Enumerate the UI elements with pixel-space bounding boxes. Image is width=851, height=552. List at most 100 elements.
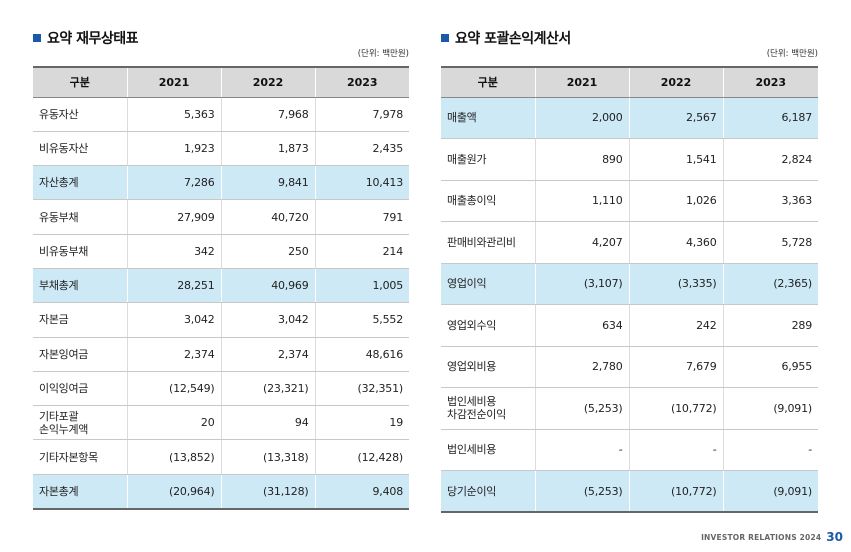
value-cell: (5,253)	[534, 387, 629, 430]
value-cell: 250	[220, 234, 315, 269]
table-header-row: 구분 2021 2022 2023	[33, 66, 409, 98]
value-cell: 40,969	[220, 268, 315, 304]
value-cell: 289	[722, 304, 818, 347]
value-cell: 20	[126, 405, 221, 441]
value-cell: 6,955	[722, 346, 818, 388]
value-cell: 10,413	[314, 165, 409, 201]
square-bullet-icon	[33, 34, 41, 42]
value-cell: 242	[628, 304, 723, 347]
row-label: 유동자산	[33, 97, 127, 132]
table-row: 영업이익 (3,107) (3,335) (2,365)	[441, 263, 818, 305]
value-cell: (5,253)	[534, 470, 629, 513]
row-label: 비유동자산	[33, 131, 127, 167]
value-cell: 7,679	[628, 346, 723, 388]
value-cell: 2,780	[534, 346, 629, 388]
square-bullet-icon	[441, 34, 449, 42]
value-cell: 342	[126, 234, 221, 269]
table-row: 기타자본항목 (13,852) (13,318) (12,428)	[33, 439, 409, 475]
table-row: 이익잉여금 (12,549) (23,321) (32,351)	[33, 371, 409, 407]
column-header: 2021	[534, 66, 629, 98]
value-cell: 1,923	[126, 131, 221, 167]
value-cell: 7,978	[314, 97, 409, 132]
value-cell: 5,728	[722, 221, 818, 264]
balance-sheet-title-row: 요약 재무상태표	[33, 28, 139, 48]
value-cell: 890	[534, 138, 629, 181]
value-cell: 214	[314, 234, 409, 269]
income-statement-table: 구분 2021 2022 2023 매출액 2,000 2,567 6,187 매출원가…	[441, 66, 818, 513]
table-row: 유동자산 5,363 7,968 7,978	[33, 97, 409, 132]
value-cell: 40,720	[220, 199, 315, 235]
row-label: 이익잉여금	[33, 371, 127, 407]
value-cell: 7,286	[126, 165, 221, 201]
value-cell: 1,026	[628, 180, 723, 222]
value-cell: 791	[314, 199, 409, 235]
income-statement-unit: (단위: 백만원)	[766, 49, 818, 59]
value-cell: 1,110	[534, 180, 629, 222]
value-cell: (2,365)	[722, 263, 818, 305]
column-header: 구분	[441, 66, 535, 98]
column-header: 구분	[33, 66, 127, 98]
table-row: 판매비와관리비 4,207 4,360 5,728	[441, 221, 818, 264]
value-cell: (20,964)	[126, 474, 221, 510]
column-header: 2023	[722, 66, 818, 98]
value-cell: (9,091)	[722, 470, 818, 513]
row-label: 기타자본항목	[33, 439, 127, 475]
row-label: 매출총이익	[441, 180, 535, 222]
value-cell: 3,042	[220, 302, 315, 338]
value-cell: 1,873	[220, 131, 315, 167]
row-label: 법인세비용	[441, 429, 535, 471]
table-row: 매출원가 890 1,541 2,824	[441, 138, 818, 181]
table-row: 자본금 3,042 3,042 5,552	[33, 302, 409, 338]
value-cell: 3,363	[722, 180, 818, 222]
footer-text: INVESTOR RELATIONS 2024	[701, 532, 822, 542]
balance-sheet-title: 요약 재무상태표	[47, 31, 139, 47]
value-cell: 19	[314, 405, 409, 441]
value-cell: (23,321)	[220, 371, 315, 407]
value-cell: 9,408	[314, 474, 409, 510]
value-cell: 4,360	[628, 221, 723, 264]
value-cell: 94	[220, 405, 315, 441]
row-label: 판매비와관리비	[441, 221, 535, 264]
row-label: 자본잉여금	[33, 337, 127, 372]
row-label: 유동부채	[33, 199, 127, 235]
table-row: 유동부채 27,909 40,720 791	[33, 199, 409, 235]
row-label: 부채총계	[33, 268, 127, 304]
row-label: 법인세비용 차감전순이익	[441, 387, 535, 430]
table-row: 비유동부채 342 250 214	[33, 234, 409, 269]
value-cell: -	[722, 429, 818, 471]
value-cell: (10,772)	[628, 470, 723, 513]
value-cell: 2,374	[126, 337, 221, 372]
table-header-row: 구분 2021 2022 2023	[441, 66, 818, 98]
value-cell: (13,318)	[220, 439, 315, 475]
value-cell: 2,000	[534, 97, 629, 139]
value-cell: 5,363	[126, 97, 221, 132]
value-cell: 4,207	[534, 221, 629, 264]
income-statement-title-row: 요약 포괄손익계산서	[441, 28, 571, 48]
table-row: 영업외비용 2,780 7,679 6,955	[441, 346, 818, 388]
value-cell: 9,841	[220, 165, 315, 201]
value-cell: 2,435	[314, 131, 409, 167]
value-cell: (9,091)	[722, 387, 818, 430]
column-header: 2021	[126, 66, 221, 98]
page-footer: INVESTOR RELATIONS 2024 30	[701, 530, 843, 544]
column-header: 2023	[314, 66, 409, 98]
table-row: 자본총계 (20,964) (31,128) 9,408	[33, 474, 409, 510]
table-row: 당기순이익 (5,253) (10,772) (9,091)	[441, 470, 818, 513]
balance-sheet-body: 유동자산 5,363 7,968 7,978 비유동자산 1,923 1,873 2,435 자…	[33, 97, 409, 510]
table-row: 부채총계 28,251 40,969 1,005	[33, 268, 409, 304]
value-cell: (12,428)	[314, 439, 409, 475]
row-label: 매출원가	[441, 138, 535, 181]
value-cell: -	[534, 429, 629, 471]
value-cell: (13,852)	[126, 439, 221, 475]
table-row: 법인세비용 - - -	[441, 429, 818, 471]
value-cell: 48,616	[314, 337, 409, 372]
value-cell: (32,351)	[314, 371, 409, 407]
balance-sheet-unit: (단위: 백만원)	[357, 49, 409, 59]
row-label: 자본총계	[33, 474, 127, 510]
row-label: 영업외비용	[441, 346, 535, 388]
table-row: 기타포괄 손익누계액 20 94 19	[33, 405, 409, 441]
value-cell: -	[628, 429, 723, 471]
row-label: 영업이익	[441, 263, 535, 305]
value-cell: 1,005	[314, 268, 409, 304]
income-statement-body: 매출액 2,000 2,567 6,187 매출원가 890 1,541 2,824 매출총이익…	[441, 97, 818, 513]
